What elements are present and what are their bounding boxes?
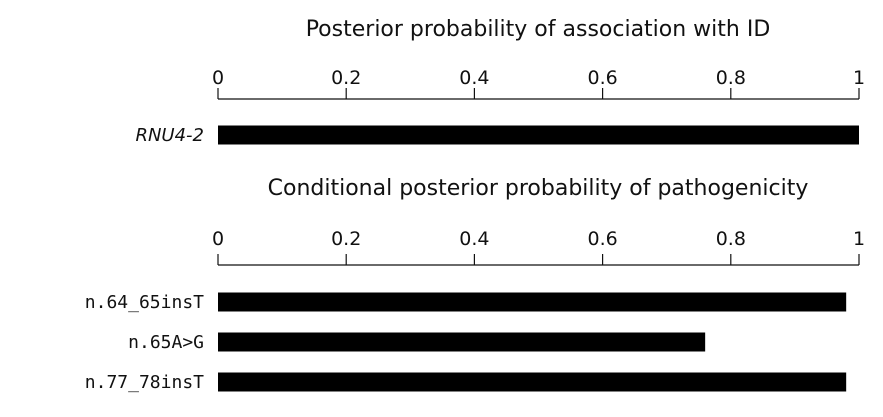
x-axis-association: 0 0.2 0.4 0.6 0.8 1 [212, 67, 865, 100]
panel-pathogenicity: Conditional posterior probability of pat… [85, 176, 865, 393]
tick-label: 0.6 [587, 67, 617, 89]
category-label: n.77_78insT [85, 372, 204, 393]
tick-label: 0.8 [716, 228, 746, 250]
chart-title-association: Posterior probability of association wit… [306, 17, 771, 42]
bar [218, 292, 847, 312]
tick-label: 0.2 [331, 67, 361, 89]
category-label: n.64_65insT [85, 292, 204, 313]
tick-label: 0.8 [716, 67, 746, 89]
tick-label: 0 [212, 228, 224, 250]
bars-association: RNU4-2 [135, 125, 859, 146]
bars-pathogenicity: n.64_65insT n.65A>G n.77_78insT [85, 292, 847, 393]
bar [218, 332, 706, 352]
tick-label: 0 [212, 67, 224, 89]
bar [218, 372, 847, 392]
chart-title-pathogenicity: Conditional posterior probability of pat… [268, 176, 809, 201]
tick-label: 0.4 [459, 228, 489, 250]
bar [218, 125, 859, 145]
panel-association: Posterior probability of association wit… [135, 17, 865, 146]
tick-label: 0.6 [587, 228, 617, 250]
category-label: RNU4-2 [135, 125, 204, 146]
x-axis-pathogenicity: 0 0.2 0.4 0.6 0.8 1 [212, 228, 865, 266]
tick-label: 0.4 [459, 67, 489, 89]
tick-label: 0.2 [331, 228, 361, 250]
category-label: n.65A>G [128, 332, 204, 353]
tick-label: 1 [853, 67, 865, 89]
tick-label: 1 [853, 228, 865, 250]
